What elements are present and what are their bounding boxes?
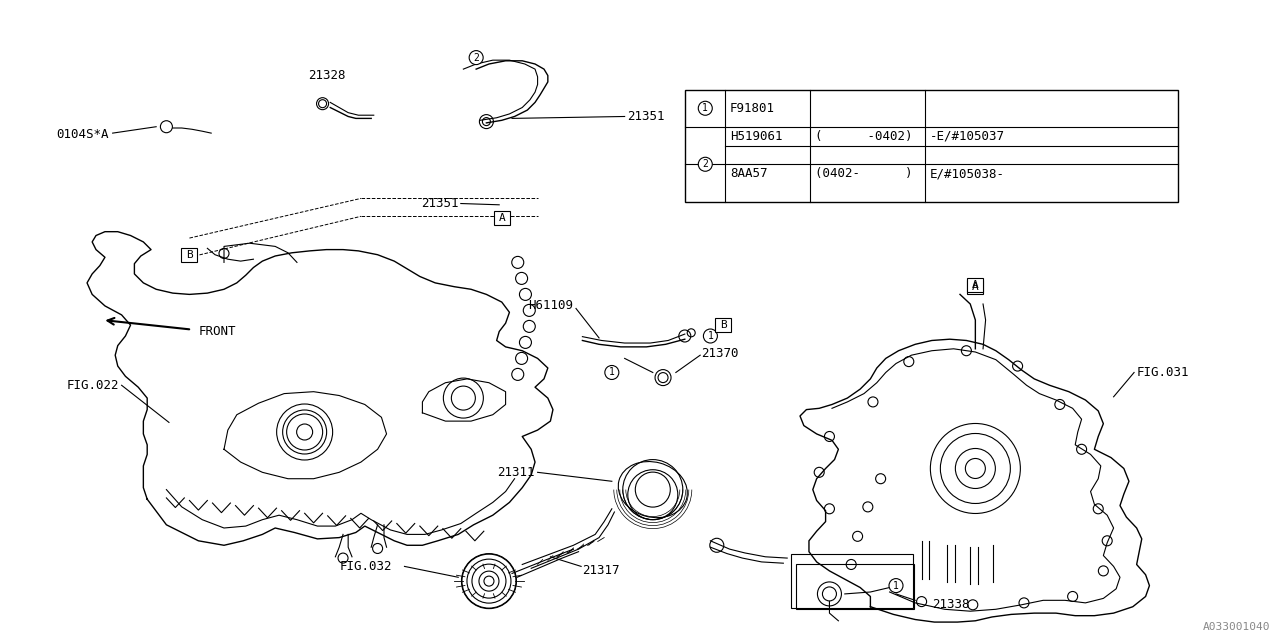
Text: 21311: 21311 [498, 466, 535, 479]
Text: 2: 2 [703, 159, 708, 169]
Circle shape [470, 51, 483, 65]
Circle shape [890, 579, 902, 593]
Text: FIG.022: FIG.022 [67, 379, 119, 392]
Bar [968, 278, 983, 292]
Text: FRONT: FRONT [198, 325, 236, 338]
Text: H61109: H61109 [529, 300, 573, 312]
Text: -E/#105037: -E/#105037 [929, 130, 1005, 143]
Text: F91801: F91801 [730, 102, 774, 115]
Text: FIG.031: FIG.031 [1137, 366, 1189, 379]
Text: FIG.032: FIG.032 [339, 560, 392, 573]
Circle shape [319, 100, 326, 108]
Bar [182, 248, 197, 262]
Text: 1: 1 [708, 331, 713, 341]
Text: (      -0402): ( -0402) [815, 130, 913, 143]
Bar [796, 564, 914, 609]
Text: 21328: 21328 [307, 69, 346, 82]
Text: A: A [972, 282, 979, 292]
Circle shape [605, 365, 618, 380]
Text: 21317: 21317 [582, 564, 620, 577]
Text: H519061: H519061 [730, 130, 782, 143]
Text: B: B [719, 320, 727, 330]
Bar [685, 90, 1178, 202]
Text: 2: 2 [474, 52, 479, 63]
Bar [791, 554, 913, 608]
Text: 21370: 21370 [701, 347, 739, 360]
Text: 1: 1 [609, 367, 614, 378]
Text: 21338: 21338 [932, 598, 969, 611]
Text: (0402-      ): (0402- ) [815, 167, 913, 180]
Circle shape [699, 157, 712, 172]
Text: A033001040: A033001040 [1202, 622, 1270, 632]
Circle shape [704, 329, 717, 343]
Text: 21351: 21351 [627, 110, 664, 123]
Bar [968, 280, 983, 294]
Text: B: B [186, 250, 193, 260]
Text: 0104S*A: 0104S*A [56, 128, 109, 141]
Text: A: A [972, 280, 979, 290]
Bar [494, 211, 509, 225]
Text: A: A [498, 212, 506, 223]
Bar [716, 318, 731, 332]
Text: 1: 1 [703, 103, 708, 113]
Text: 8AA57: 8AA57 [730, 167, 767, 180]
Text: E/#105038-: E/#105038- [929, 167, 1005, 180]
Circle shape [699, 101, 712, 115]
Text: 1: 1 [893, 580, 899, 591]
Text: 21351: 21351 [421, 197, 458, 210]
